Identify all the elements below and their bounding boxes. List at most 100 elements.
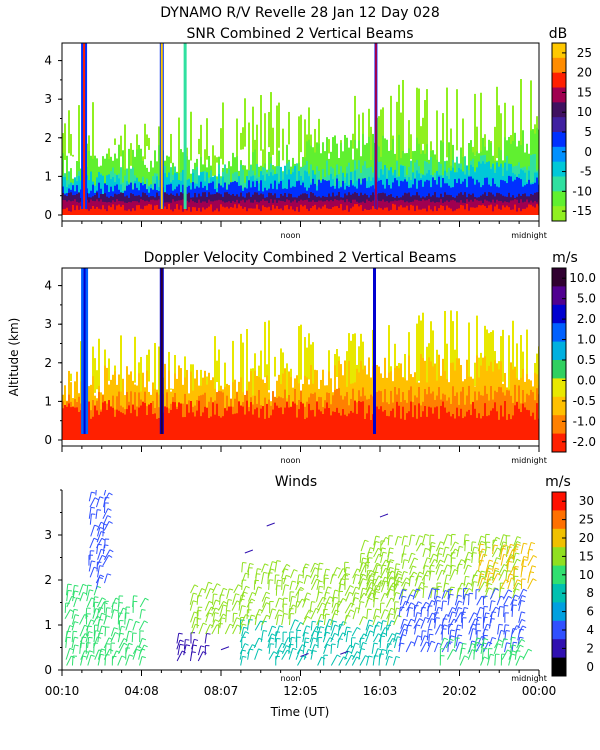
wind-barb: [103, 515, 108, 525]
wind-barb: [518, 600, 522, 612]
heatmap-cell: [438, 208, 440, 215]
wind-barb-flag: [298, 574, 303, 577]
wind-barb: [494, 654, 497, 666]
wind-barb-flag: [208, 600, 213, 604]
wind-barb-flag: [74, 621, 79, 624]
y-tick-label: 3: [44, 92, 52, 106]
wind-barb-flag: [329, 637, 334, 640]
wind-barb-flag: [319, 585, 324, 588]
wind-barb-flag: [368, 619, 373, 622]
wind-barb: [470, 546, 475, 558]
heatmap-spike-core: [160, 268, 163, 434]
heatmap-cell: [488, 415, 490, 440]
heatmap-cell: [248, 170, 250, 190]
wind-barb: [289, 591, 291, 602]
wind-barb-flag: [467, 564, 472, 568]
heatmap-cell: [452, 211, 454, 215]
wind-barb: [97, 613, 103, 625]
heatmap-cell: [72, 406, 74, 440]
wind-barb: [218, 613, 224, 623]
colorbar-label: -2.0: [573, 435, 596, 449]
wind-barb-flag: [294, 619, 299, 622]
wind-barb: [111, 650, 117, 660]
heatmap-cell: [424, 200, 426, 215]
wind-barb-flag: [94, 497, 99, 501]
heatmap-cell: [400, 205, 402, 215]
wind-barb: [65, 631, 68, 643]
wind-barb: [300, 653, 309, 657]
heatmap-cell: [424, 208, 426, 215]
wind-barb-flag: [453, 618, 458, 622]
wind-barb: [345, 592, 350, 602]
wind-barb: [281, 568, 285, 579]
wind-barb: [310, 562, 316, 573]
heatmap-cell: [300, 114, 302, 153]
heatmap-cell: [498, 201, 500, 215]
wind-barb-flag: [141, 608, 146, 611]
colorbar-label: 8: [586, 586, 594, 600]
heatmap-cell: [420, 179, 422, 215]
heatmap-cell: [318, 143, 320, 194]
wind-barb-flag: [276, 560, 281, 562]
heatmap-cell: [198, 138, 200, 155]
wind-barb-flag: [389, 588, 394, 591]
heatmap-cell: [400, 418, 402, 440]
heatmap-cell: [64, 123, 66, 160]
wind-barb: [359, 642, 364, 654]
heatmap-cell: [250, 208, 252, 215]
wind-barb: [415, 542, 422, 552]
wind-barb-flag: [194, 638, 199, 641]
wind-barb: [478, 548, 483, 560]
heatmap-cell: [476, 315, 478, 385]
wind-barb-flag: [384, 592, 389, 596]
heatmap-cell: [90, 385, 92, 418]
wind-barb: [317, 586, 320, 596]
heatmap-cell: [440, 205, 442, 215]
wind-barb: [386, 613, 391, 626]
wind-barb-flag: [390, 576, 395, 579]
wind-barb: [104, 492, 110, 502]
wind-barb-flag: [490, 576, 495, 580]
wind-barb-flag: [436, 599, 441, 602]
heatmap-cell: [420, 209, 422, 215]
wind-barb-flag: [67, 583, 72, 586]
wind-barb-flag: [244, 643, 249, 646]
heatmap-cell: [204, 149, 206, 166]
wind-barb: [485, 568, 489, 578]
wind-barb: [366, 582, 372, 593]
heatmap-cell: [308, 403, 310, 440]
heatmap-cell: [210, 204, 212, 215]
wind-barb: [232, 624, 238, 635]
heatmap-cell: [120, 335, 122, 402]
heatmap-cell: [320, 411, 322, 440]
heatmap-cell: [384, 207, 386, 215]
wind-barb: [476, 595, 483, 606]
heatmap-cell: [130, 413, 132, 440]
wind-barb: [387, 547, 391, 558]
heatmap-cell: [154, 342, 156, 399]
wind-barb-flag: [500, 595, 505, 599]
wind-barb-flag: [321, 602, 326, 606]
wind-barb: [309, 637, 314, 649]
heatmap-cell: [342, 409, 344, 440]
heatmap-cell: [158, 199, 160, 215]
x-marker-midnight: midnight: [511, 674, 547, 683]
wind-barb-flag: [178, 632, 183, 635]
heatmap-cell: [264, 397, 266, 440]
wind-barb-flag: [528, 548, 534, 551]
colorbar-label: 5.0: [577, 292, 596, 306]
wind-barb-flag: [347, 630, 352, 633]
heatmap-cell: [468, 409, 470, 440]
wind-barb: [288, 613, 291, 626]
heatmap-cell: [370, 419, 372, 440]
wind-barb: [477, 573, 481, 584]
heatmap-cell: [402, 406, 404, 440]
wind-barb-flag: [508, 595, 513, 599]
heatmap-cell: [182, 384, 184, 413]
heatmap-cell: [488, 333, 490, 380]
heatmap-cell: [392, 381, 394, 424]
wind-barb: [469, 628, 474, 641]
colorbar-swatch: [552, 57, 566, 74]
heatmap-cell: [288, 200, 290, 215]
heatmap-cell: [394, 204, 396, 215]
